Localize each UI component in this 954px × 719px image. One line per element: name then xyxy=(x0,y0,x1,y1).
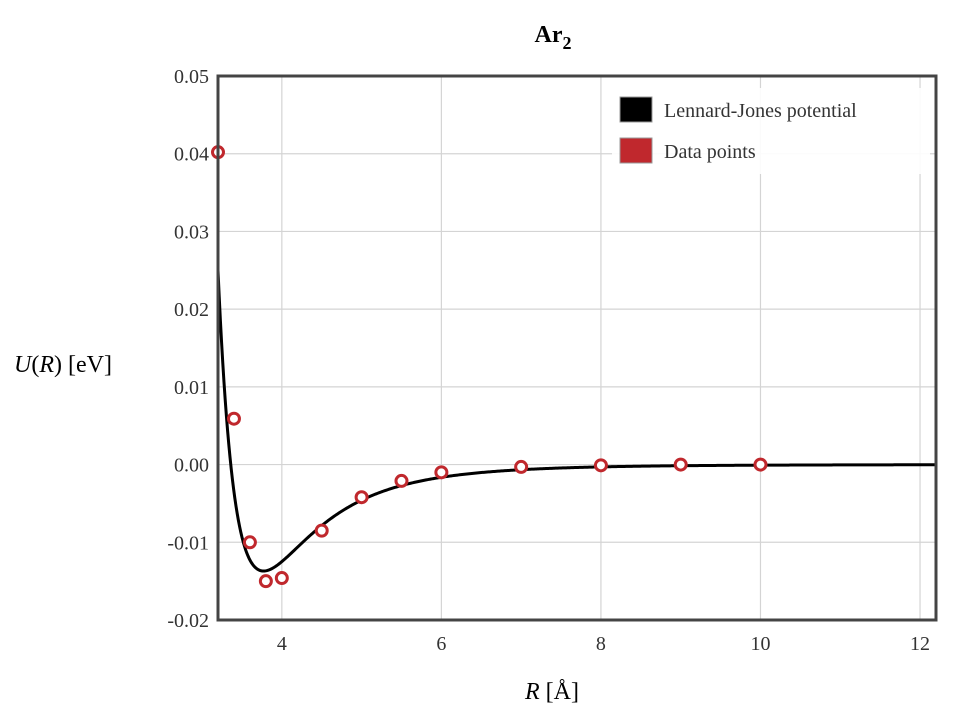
x-tick-label: 10 xyxy=(750,633,770,655)
data-point xyxy=(274,571,289,586)
data-point xyxy=(258,574,273,589)
y-tick-label: 0.04 xyxy=(174,144,209,166)
data-point xyxy=(354,490,369,505)
x-tick-label: 4 xyxy=(277,633,287,655)
y-tick-label: 0.01 xyxy=(174,377,209,399)
y-tick-label: 0.00 xyxy=(174,455,209,477)
y-tick-label: -0.01 xyxy=(167,532,209,554)
legend: Lennard-Jones potential Data points xyxy=(612,88,930,174)
data-point xyxy=(242,535,257,550)
x-tick-label: 6 xyxy=(436,633,446,655)
grid xyxy=(218,75,936,621)
y-tick-label: 0.02 xyxy=(174,299,209,321)
chart-title: Ar2 xyxy=(535,22,572,53)
legend-label-lennard-jones: Lennard-Jones potential xyxy=(664,100,857,122)
y-tick-label: -0.02 xyxy=(167,610,209,632)
plot-frame xyxy=(216,74,938,622)
data-point xyxy=(226,411,241,426)
y-axis-ticks: -0.02 -0.01 0.00 0.01 0.02 0.03 0.04 0.05 xyxy=(167,66,209,632)
legend-background xyxy=(612,88,930,174)
legend-swatch-data-points xyxy=(619,137,653,164)
x-axis-ticks: 4 6 8 10 12 xyxy=(277,633,930,655)
x-axis-label: R [Å] xyxy=(524,679,579,705)
legend-item-lennard-jones: Lennard-Jones potential xyxy=(619,96,857,123)
y-axis-label: U(R) [eV] xyxy=(14,352,112,378)
y-tick-label: 0.05 xyxy=(174,66,209,88)
y-tick-label: 0.03 xyxy=(174,221,209,243)
data-point xyxy=(434,465,449,480)
data-point xyxy=(314,523,329,538)
data-point xyxy=(753,457,768,472)
legend-label-data-points: Data points xyxy=(664,141,756,163)
lennard-jones-line xyxy=(218,270,936,573)
legend-item-data-points: Data points xyxy=(619,137,756,164)
series-lennard-jones xyxy=(218,270,936,573)
x-tick-label: 12 xyxy=(910,633,930,655)
legend-swatch-lennard-jones xyxy=(619,96,653,123)
x-tick-label: 8 xyxy=(596,633,606,655)
data-point xyxy=(593,458,608,473)
series-data-points xyxy=(211,145,768,589)
data-point xyxy=(394,473,409,488)
data-point xyxy=(514,459,529,474)
data-point xyxy=(673,457,688,472)
